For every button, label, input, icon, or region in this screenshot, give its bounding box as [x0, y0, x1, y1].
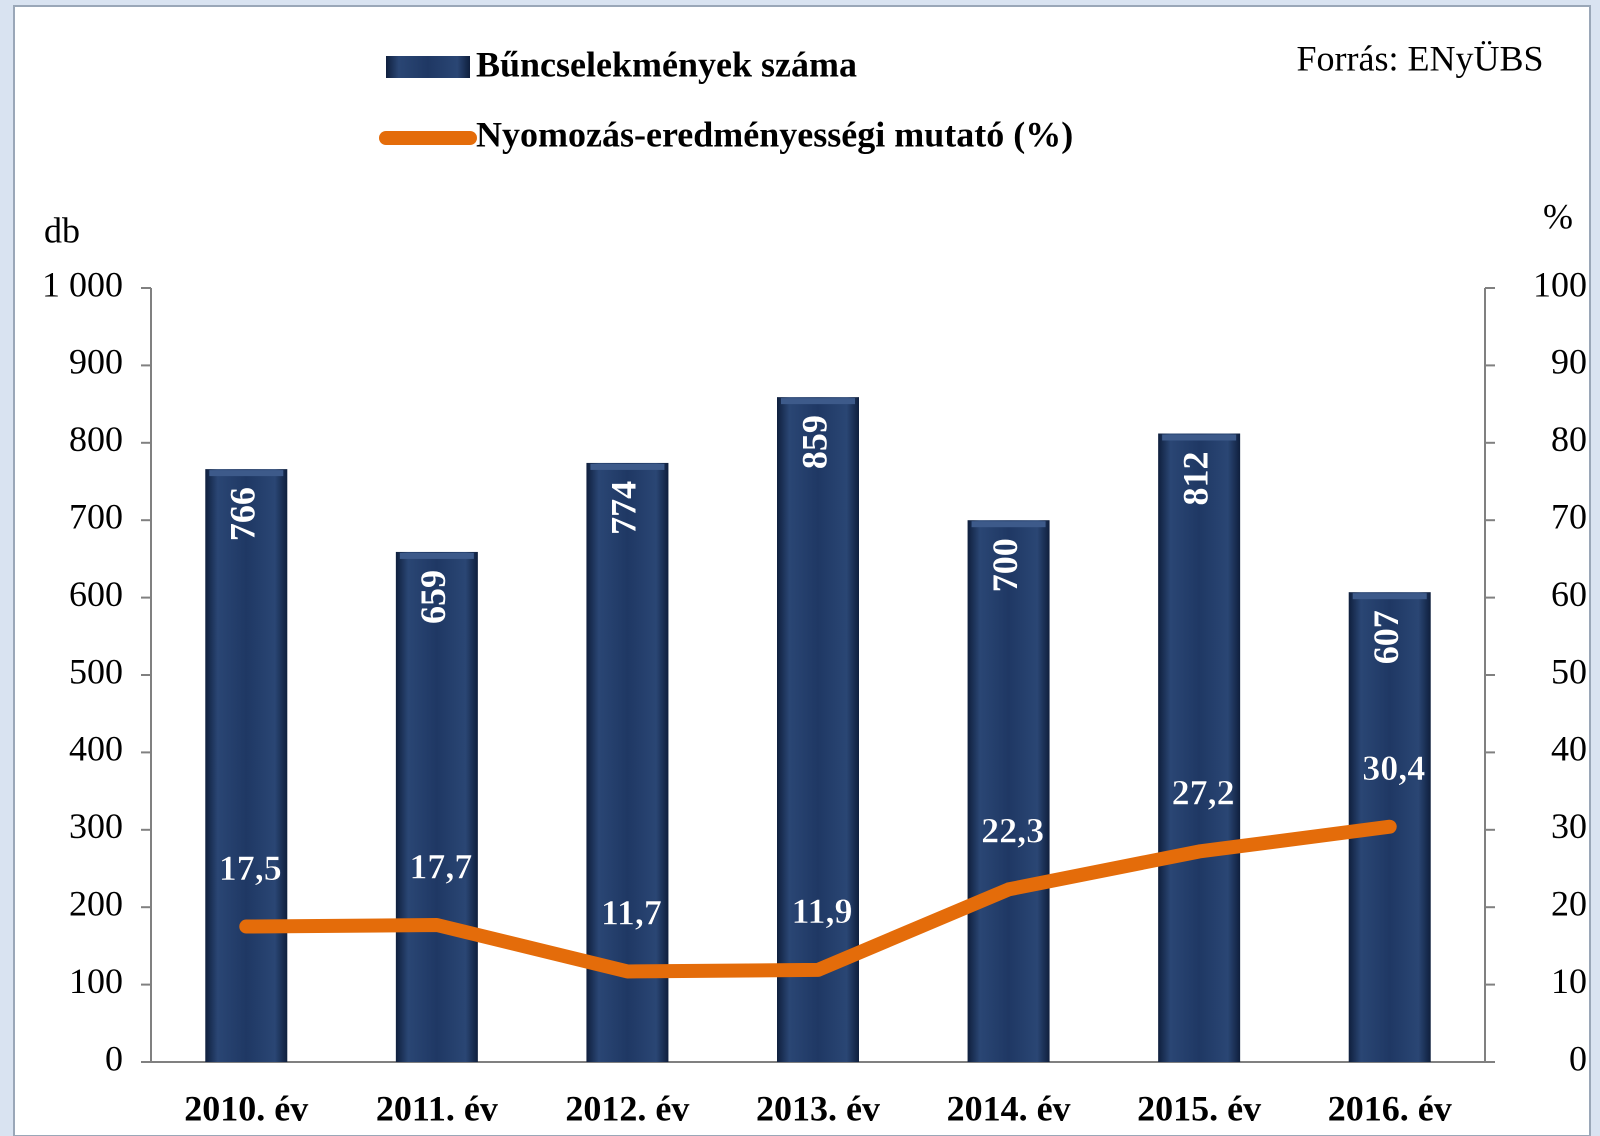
bar-top [1352, 593, 1427, 600]
bar-top [781, 398, 855, 405]
y2-tick-label: 50 [1551, 651, 1587, 691]
x-tick-label: 2011. év [376, 1088, 498, 1128]
y2-tick-label: 0 [1569, 1038, 1587, 1078]
y-tick-label: 900 [69, 342, 123, 382]
bar [205, 469, 288, 1063]
y2-tick-label: 40 [1551, 729, 1587, 769]
x-tick-label: 2010. év [184, 1088, 308, 1128]
bar-top [590, 463, 665, 470]
bar [967, 520, 1050, 1062]
line-value-label: 22,3 [981, 811, 1044, 851]
y2-tick-label: 100 [1533, 264, 1587, 304]
x-tick-label: 2016. év [1328, 1088, 1452, 1128]
bar-top [971, 521, 1046, 528]
bar-value-label: 812 [1175, 452, 1215, 506]
y-tick-label: 100 [69, 961, 123, 1001]
line-value-label: 30,4 [1362, 748, 1425, 788]
y2-axis-label: % [1543, 196, 1573, 236]
y2-tick-label: 60 [1551, 574, 1587, 614]
y-tick-label: 1 000 [42, 264, 123, 304]
bar-value-label: 859 [794, 415, 834, 469]
line-series [239, 819, 1397, 979]
bar-value-label: 607 [1366, 610, 1406, 664]
bar-top [399, 552, 474, 559]
legend-label: Bűncselekmények száma [476, 44, 857, 84]
line-value-label: 11,7 [601, 893, 662, 933]
y-tick-label: 500 [69, 651, 123, 691]
bar-value-label: 766 [223, 487, 263, 541]
y2-tick-label: 10 [1551, 961, 1587, 1001]
y-tick-label: 800 [69, 419, 123, 459]
y-tick-label: 700 [69, 496, 123, 536]
source: Forrás: ENyÜBS [1296, 38, 1543, 78]
legend-swatch-bar [386, 56, 470, 78]
bar-value-label: 774 [604, 481, 644, 535]
line-value-label: 11,9 [791, 891, 852, 931]
bar [1158, 433, 1241, 1063]
x-tick-label: 2013. év [756, 1088, 880, 1128]
y2-tick-label: 30 [1551, 806, 1587, 846]
bar-value-label: 700 [985, 538, 1025, 592]
y2-tick-label: 80 [1551, 419, 1587, 459]
y-tick-label: 400 [69, 729, 123, 769]
y-tick-label: 600 [69, 574, 123, 614]
y2-tick-label: 70 [1551, 496, 1587, 536]
line-value-label: 17,7 [409, 846, 472, 886]
y-axis-label: db [44, 210, 80, 250]
line-value-label: 27,2 [1172, 773, 1235, 813]
y-tick-label: 300 [69, 806, 123, 846]
x-tick-label: 2012. év [565, 1088, 689, 1128]
x-tick-label: 2014. év [947, 1088, 1071, 1128]
x-tick-label: 2015. év [1137, 1088, 1261, 1128]
bar [395, 551, 478, 1062]
y2-tick-label: 20 [1551, 883, 1587, 923]
legend-label: Nyomozás-eredményességi mutató (%) [476, 114, 1073, 154]
bar-top [209, 470, 284, 477]
y2-tick-label: 90 [1551, 342, 1587, 382]
y-tick-label: 200 [69, 883, 123, 923]
bar-value-label: 659 [413, 570, 453, 624]
y-tick-label: 0 [105, 1038, 123, 1078]
line-value-label: 17,5 [219, 848, 282, 888]
bar-top [1162, 434, 1237, 441]
